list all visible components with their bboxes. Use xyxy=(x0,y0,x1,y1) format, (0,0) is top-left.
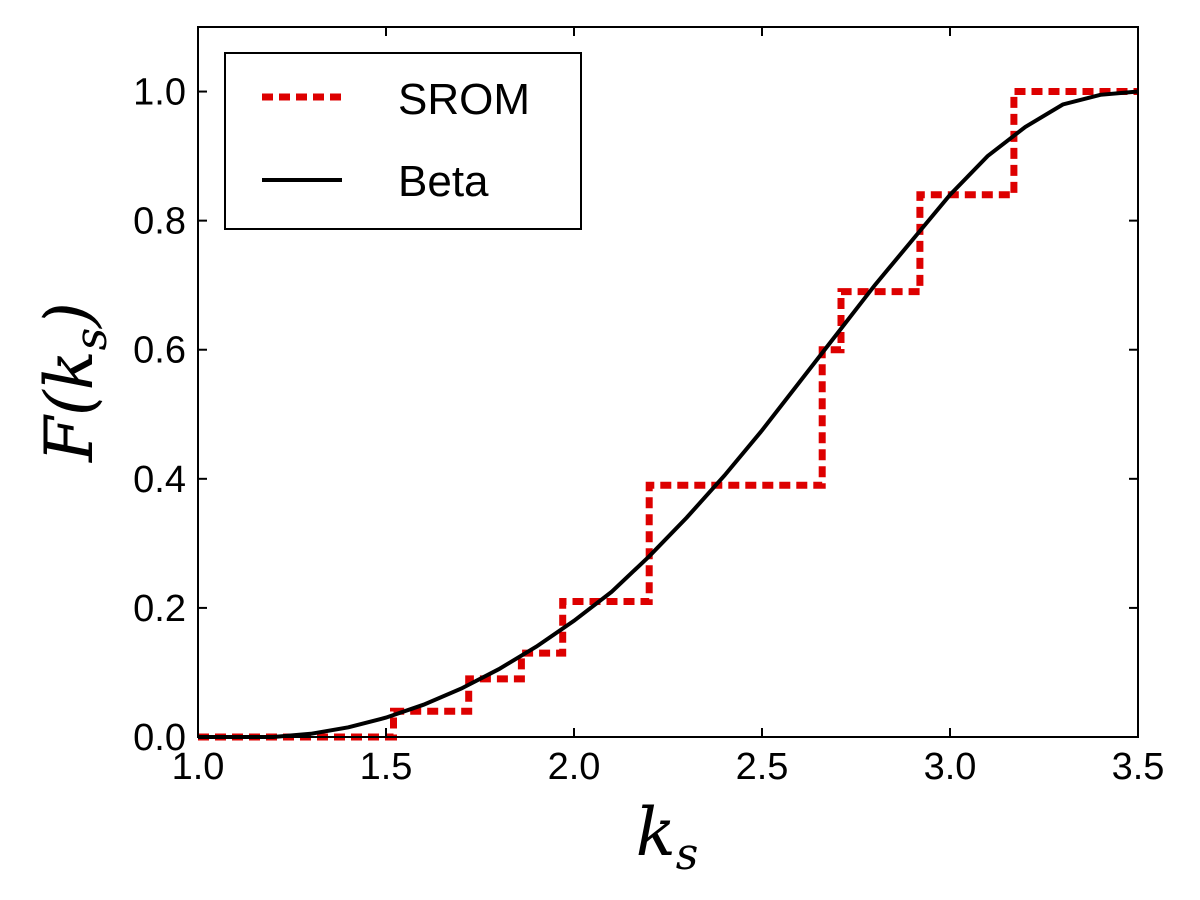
y-tick-label: 1.0 xyxy=(133,72,186,114)
x-tick-label: 1.0 xyxy=(172,746,225,788)
y-tick-label: 0.8 xyxy=(133,201,186,243)
x-tick-label: 3.5 xyxy=(1112,746,1165,788)
y-tick-label: 0.2 xyxy=(133,588,186,630)
x-tick-label: 3.0 xyxy=(924,746,977,788)
y-tick-label: 0.6 xyxy=(133,330,186,372)
plot-frame xyxy=(197,26,1139,738)
series-layer xyxy=(198,88,1139,741)
legend-label-beta: Beta xyxy=(398,157,489,206)
x-tick-label: 2.5 xyxy=(736,746,789,788)
y-tick-label: 0.4 xyxy=(133,459,186,501)
y-tick-label: 0.0 xyxy=(133,717,186,759)
x-tick-label: 1.5 xyxy=(360,746,413,788)
legend-box xyxy=(224,52,582,230)
ticks-layer: 1.0 1.5 2.0 2.5 3.0 3.5 0.0 0.2 0.4 0.6 0.8 1.0 xyxy=(133,27,1164,788)
series-line-beta xyxy=(198,89,1139,739)
series-line-srom xyxy=(198,88,1138,741)
legend-label-srom: SROM xyxy=(398,75,530,124)
y-axis-label: F(ks) xyxy=(31,302,117,463)
x-tick-label: 2.0 xyxy=(548,746,601,788)
legend: SROM Beta xyxy=(224,52,582,230)
x-axis-label: ks xyxy=(636,794,699,880)
